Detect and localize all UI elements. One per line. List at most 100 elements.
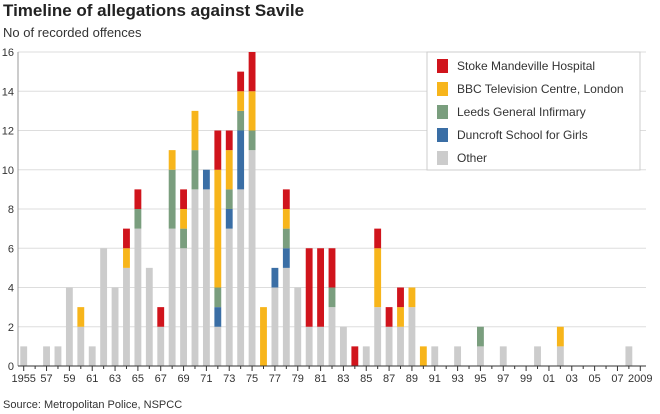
bar-segment-2008 xyxy=(625,346,633,366)
x-tick-label: 85 xyxy=(360,373,372,385)
x-tick-label: 07 xyxy=(611,373,623,385)
x-tick-label: 61 xyxy=(86,373,98,385)
bar-segment-1975 xyxy=(248,52,256,92)
chart-subtitle: No of recorded offences xyxy=(3,25,142,40)
x-tick-label: 75 xyxy=(246,373,258,385)
bar-segment-1965 xyxy=(134,228,142,366)
x-tick-label: 81 xyxy=(314,373,326,385)
bar-segment-1964 xyxy=(123,228,130,249)
bar-segment-1958 xyxy=(54,346,62,366)
bar-segment-2002 xyxy=(556,346,564,366)
bar-segment-1973 xyxy=(225,130,233,151)
bar-segment-1973 xyxy=(225,150,233,190)
bar-segment-1993 xyxy=(454,346,462,366)
bar-segment-1960 xyxy=(77,307,85,327)
bar-segment-1955 xyxy=(20,346,28,366)
bar-segment-1982 xyxy=(328,307,336,366)
bar-segment-1965 xyxy=(134,189,142,209)
bar-segment-1984 xyxy=(351,346,359,366)
y-tick-label: 0 xyxy=(8,361,14,373)
x-tick-label: 2009 xyxy=(628,373,652,385)
legend-label: Duncroft School for Girls xyxy=(457,128,588,142)
bar-segment-1983 xyxy=(339,326,347,366)
legend-swatch xyxy=(437,105,448,119)
legend-swatch xyxy=(437,128,448,142)
bar-segment-1986 xyxy=(374,248,382,308)
bar-segment-1985 xyxy=(362,346,370,366)
x-tick-label: 93 xyxy=(451,373,463,385)
bar-segment-1980 xyxy=(305,326,313,366)
bar-segment-1965 xyxy=(134,209,142,229)
legend: Stoke Mandeville Hospital BBC Television … xyxy=(426,51,641,171)
source-note: Source: Metropolitan Police, NSPCC xyxy=(3,399,183,411)
bar-segment-1978 xyxy=(282,248,290,268)
bar-segment-1970 xyxy=(191,150,199,190)
bar-segment-1966 xyxy=(145,267,153,366)
bar-segment-2000 xyxy=(534,346,541,366)
bar-segment-1974 xyxy=(237,110,245,131)
bar-segment-1969 xyxy=(180,248,187,366)
bar-segment-1961 xyxy=(88,346,96,366)
bar-segment-1962 xyxy=(100,248,108,366)
bar-segment-1969 xyxy=(180,189,187,209)
bar-segment-2002 xyxy=(556,326,564,347)
bar-segment-1976 xyxy=(260,307,267,366)
bar-segment-1975 xyxy=(248,91,256,131)
x-tick-label: 69 xyxy=(177,373,189,385)
legend-label: Other xyxy=(457,151,487,165)
bar-segment-1979 xyxy=(294,287,302,366)
x-tick-label: 57 xyxy=(40,373,52,385)
bar-segment-1981 xyxy=(317,326,325,366)
x-tick-label: 05 xyxy=(588,373,600,385)
y-tick-label: 4 xyxy=(8,283,14,295)
bar-segment-1977 xyxy=(271,267,279,288)
bar-segment-1970 xyxy=(191,110,199,151)
bar-segment-1974 xyxy=(237,91,245,111)
legend-label: Leeds General Infirmary xyxy=(457,105,586,119)
x-tick-label: 71 xyxy=(200,373,212,385)
legend-label: BBC Television Centre, London xyxy=(457,82,624,96)
bar-segment-1982 xyxy=(328,248,336,288)
bar-segment-1977 xyxy=(271,287,279,366)
bar-segment-1978 xyxy=(282,189,290,209)
x-tick-label: 03 xyxy=(566,373,578,385)
bar-segment-1987 xyxy=(385,326,393,366)
bar-segment-1975 xyxy=(248,150,256,366)
bar-segment-1964 xyxy=(123,248,130,268)
bar-segment-1989 xyxy=(408,287,416,308)
legend-box xyxy=(426,51,641,171)
x-tick-label: 79 xyxy=(292,373,304,385)
bar-segment-1982 xyxy=(328,287,336,308)
bar-segment-1995 xyxy=(477,326,484,347)
bar-segment-1968 xyxy=(168,228,176,366)
bar-segment-1988 xyxy=(397,287,404,308)
axes: 0 2 4 6 8 10 12 14 16 1955 57 59 61 63 65 67 69 71 73 75 77 7… xyxy=(2,47,653,385)
y-tick-label: 8 xyxy=(8,204,14,216)
bar-segment-1964 xyxy=(123,267,130,366)
legend-label: Stoke Mandeville Hospital xyxy=(457,59,595,73)
y-tick-label: 12 xyxy=(2,126,14,138)
bar-segment-1972 xyxy=(214,130,222,170)
bar-segment-1986 xyxy=(374,307,382,366)
bar-segment-1974 xyxy=(237,71,245,92)
x-tick-label: 67 xyxy=(155,373,167,385)
chart-title: Timeline of allegations against Savile xyxy=(3,1,305,20)
x-tick-label: 1955 xyxy=(11,373,35,385)
x-tick-label: 63 xyxy=(109,373,121,385)
x-tick-label: 59 xyxy=(63,373,75,385)
bar-segment-1971 xyxy=(202,189,210,366)
x-tick-label: 87 xyxy=(383,373,395,385)
bar-segment-1970 xyxy=(191,189,199,366)
bar-segment-1995 xyxy=(477,346,484,366)
x-tick-label: 97 xyxy=(497,373,509,385)
bar-segment-1971 xyxy=(202,169,210,190)
bar-segment-1973 xyxy=(225,228,233,366)
bar-segment-1990 xyxy=(419,346,427,366)
x-tick-label: 91 xyxy=(429,373,441,385)
bar-segment-1978 xyxy=(282,209,290,229)
bar-segment-1987 xyxy=(385,307,393,327)
bar-segment-1967 xyxy=(157,326,165,366)
bar-segment-1975 xyxy=(248,130,256,151)
bar-segment-1978 xyxy=(282,267,290,366)
